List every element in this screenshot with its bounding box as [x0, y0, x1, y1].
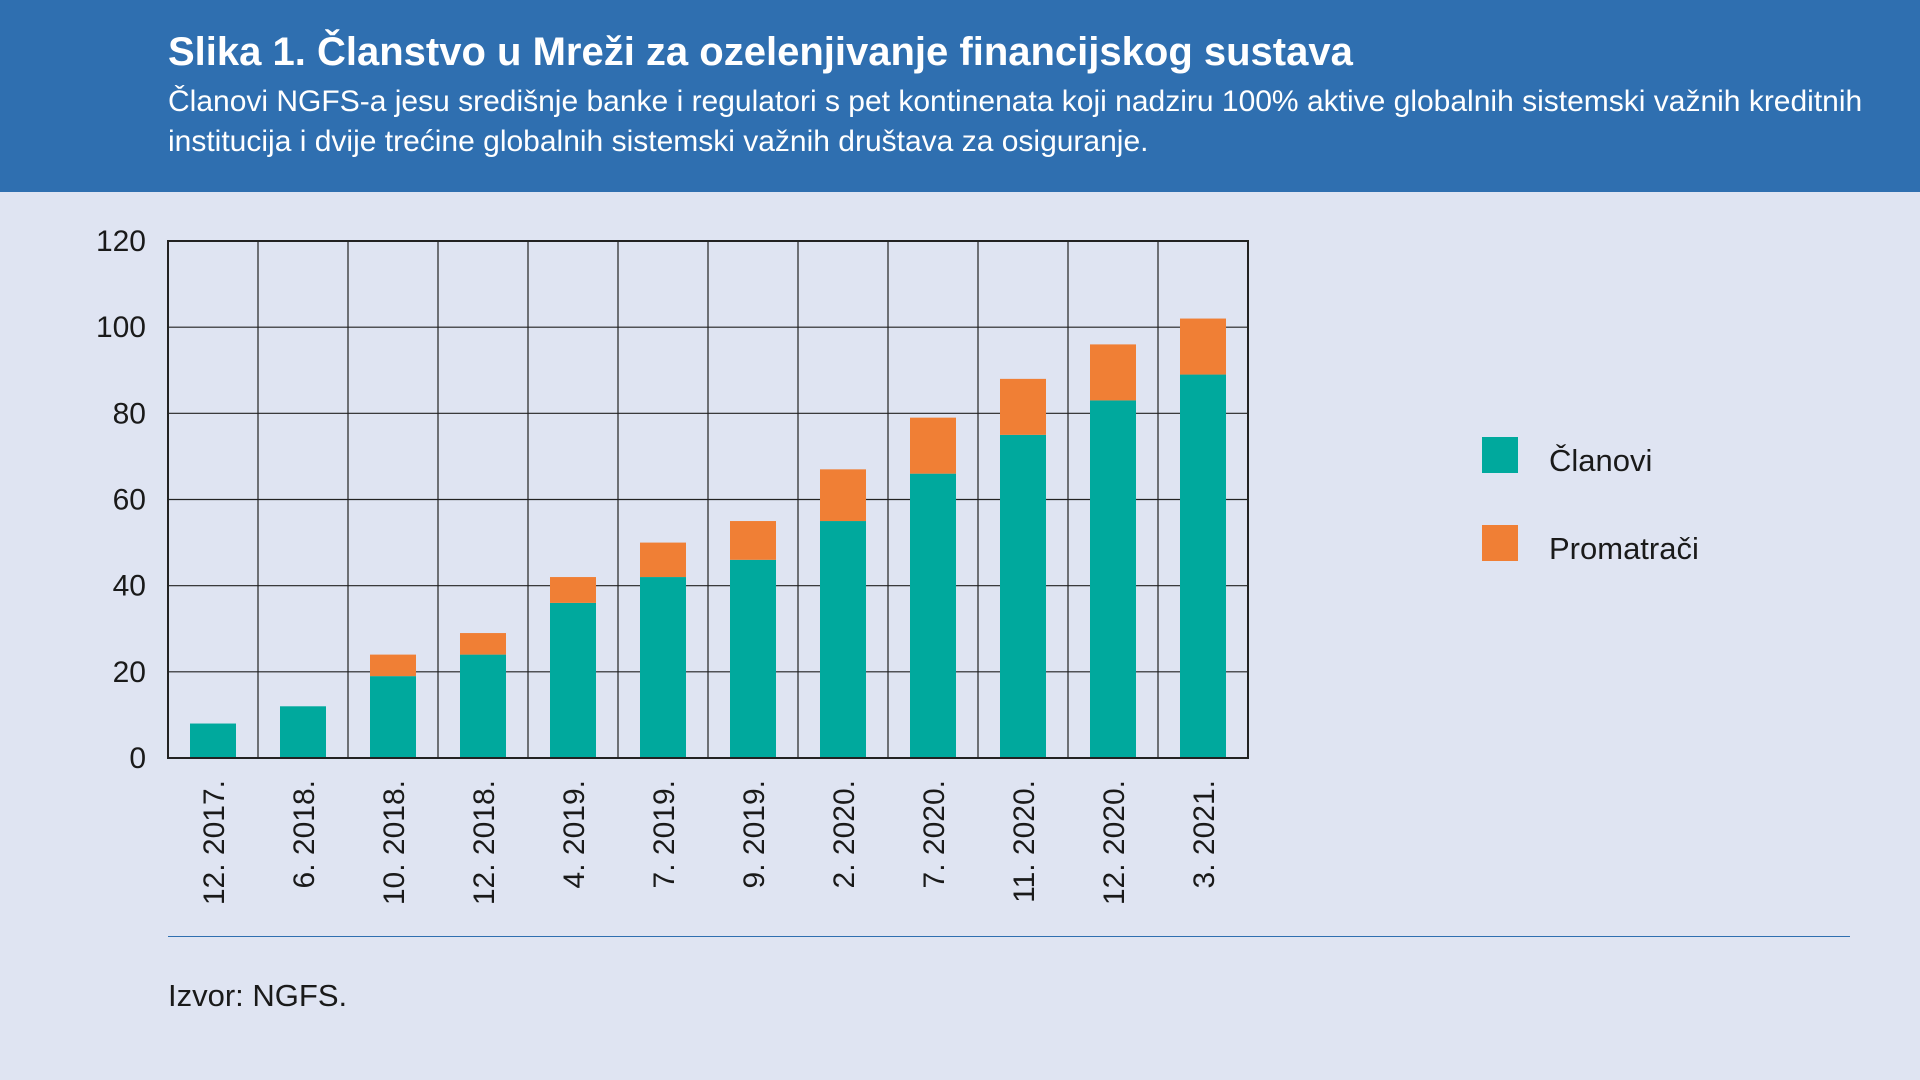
bar-members-0: [190, 723, 236, 758]
bar-members-3: [460, 654, 506, 758]
bar-members-4: [550, 602, 596, 758]
plot-frame: [167, 240, 1249, 759]
bar-observers-2: [370, 654, 416, 677]
y-tick-label: 0: [129, 742, 146, 775]
source-divider: [168, 936, 1850, 937]
bar-members-6: [730, 559, 776, 758]
figure-title: Slika 1. Članstvo u Mreži za ozelenjivan…: [168, 30, 1353, 74]
bar-members-2: [370, 676, 416, 758]
bar-observers-6: [730, 521, 776, 560]
legend-label-observers: Promatrači: [1549, 531, 1699, 566]
y-tick-label: 100: [96, 311, 146, 344]
bar-observers-4: [550, 577, 596, 603]
y-axis-ticks: 0 20 40 60 80 100 120: [96, 225, 146, 775]
legend-swatch-observers: [1482, 525, 1518, 561]
legend: Članovi Promatrači: [1482, 437, 1699, 566]
legend-swatch-members: [1482, 437, 1518, 473]
bar-observers-5: [640, 542, 686, 578]
bar-members-5: [640, 577, 686, 758]
bar-observers-9: [1000, 378, 1046, 435]
x-tick-label: 9. 2019.: [738, 780, 771, 888]
bar-members-7: [820, 521, 866, 758]
chart-grid: [168, 240, 1248, 759]
x-axis-ticks: 12. 2017. 6. 2018. 10. 2018. 12. 2018. 4. 20…: [198, 780, 1221, 905]
header-banner: Slika 1. Članstvo u Mreži za ozelenjivan…: [0, 0, 1920, 192]
y-tick-label: 80: [113, 397, 146, 430]
x-tick-label: 3. 2021.: [1188, 780, 1221, 888]
bar-members-8: [910, 473, 956, 758]
y-tick-label: 40: [113, 570, 146, 603]
y-tick-label: 60: [113, 484, 146, 517]
y-tick-label: 120: [96, 225, 146, 258]
x-tick-label: 11. 2020.: [1008, 780, 1041, 903]
figure-subtitle: Članovi NGFS-a jesu središnje banke i re…: [168, 85, 1863, 158]
bar-members-10: [1090, 400, 1136, 758]
x-tick-label: 10. 2018.: [378, 780, 411, 905]
legend-label-members: Članovi: [1549, 443, 1652, 478]
x-tick-label: 7. 2020.: [918, 780, 951, 888]
x-tick-label: 7. 2019.: [648, 780, 681, 888]
bar-observers-7: [820, 469, 866, 522]
source-note: Izvor: NGFS.: [168, 978, 348, 1013]
chart-bars: [190, 318, 1226, 758]
x-tick-label: 2. 2020.: [828, 780, 861, 888]
bar-members-1: [280, 706, 326, 758]
bar-observers-11: [1180, 318, 1226, 375]
y-tick-label: 20: [113, 656, 146, 689]
bar-observers-8: [910, 417, 956, 474]
bar-members-11: [1180, 374, 1226, 758]
x-tick-label: 6. 2018.: [288, 780, 321, 888]
bar-observers-10: [1090, 344, 1136, 401]
x-tick-label: 12. 2018.: [468, 780, 501, 905]
x-tick-label: 12. 2020.: [1098, 780, 1131, 905]
x-tick-label: 12. 2017.: [198, 780, 231, 905]
bar-members-9: [1000, 434, 1046, 758]
x-tick-label: 4. 2019.: [558, 780, 591, 888]
bar-observers-3: [460, 633, 506, 655]
